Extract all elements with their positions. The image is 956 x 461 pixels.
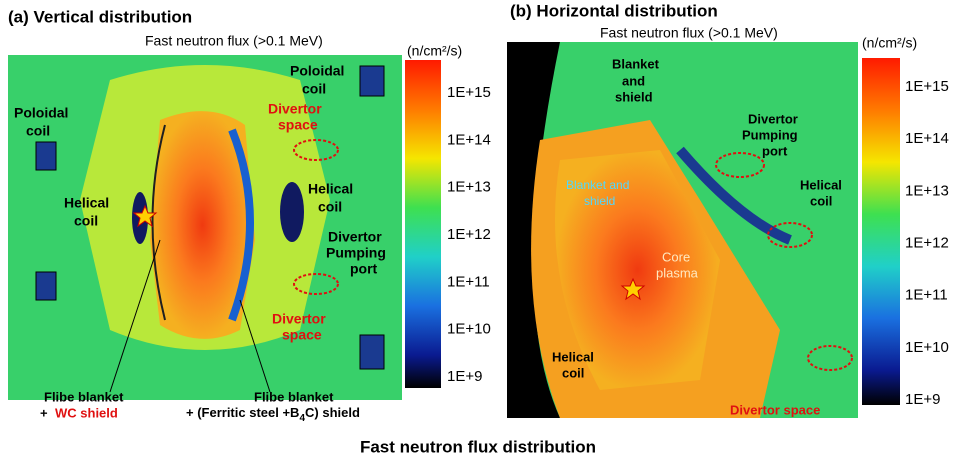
unit: (n/cm²/s) [862,35,917,51]
annotation: Divertor [328,229,382,245]
colorbar-label: 1E+15 [447,84,491,101]
annotation: Pumping [326,245,386,261]
annotation: Flibe blanket [254,389,334,404]
annotation: space [278,117,318,133]
colorbar-label: 1E+9 [905,391,940,408]
annotation: coil [74,213,98,229]
colorbar-label: 1E+14 [447,131,491,148]
colorbar-label: 1E+12 [447,226,491,243]
colorbar [862,58,900,405]
colorbar [405,60,441,388]
unit: (n/cm²/s) [407,43,462,59]
annotation: coil [302,81,326,97]
annotation: + [40,405,48,420]
annotation: Pumping [742,127,798,142]
coil [360,335,384,369]
annotation: port [762,143,788,158]
annotation: + (Ferritic steel +B4C) shield [186,405,360,423]
helical-coil [280,182,304,242]
annotation: coil [810,193,832,208]
annotation: Helical [308,181,353,197]
annotation: Blanket [612,56,660,71]
annotation: Poloidal [14,105,68,121]
annotation-part: C) shield [305,405,360,420]
coil [36,142,56,170]
annotation: WC shield [55,405,118,420]
annotation: Poloidal [290,63,344,79]
coil [36,272,56,300]
figure: (a) Vertical distribution Fast neutron f… [0,0,956,461]
colorbar-label: 1E+10 [905,339,949,356]
annotation-part: + (Ferritic steel +B [186,405,299,420]
flux-label: Fast neutron flux (>0.1 MeV) [145,33,323,49]
colorbar-label: 1E+15 [905,78,949,95]
annotation: shield [584,194,615,208]
annotation: Core [662,249,690,264]
annotation: coil [562,365,584,380]
annotation: plasma [656,265,699,280]
colorbar-label: 1E+14 [905,130,949,147]
annotation: and [622,73,645,88]
colorbar-label: 1E+12 [905,234,949,251]
annotation: Helical [800,177,842,192]
annotation: Helical [552,349,594,364]
colorbar-label: 1E+11 [447,273,490,290]
colorbar-label: 1E+10 [447,321,491,338]
flux-label: Fast neutron flux (>0.1 MeV) [600,25,778,41]
annotation: Divertor [268,101,322,117]
annotation: Blanket and [566,178,629,192]
colorbar-label: 1E+13 [447,179,491,196]
coil [360,66,384,96]
annotation: Flibe blanket [44,389,124,404]
annotation: space [282,327,322,343]
figure-title: Fast neutron flux distribution [360,437,596,456]
colorbar-label: 1E+11 [905,287,948,304]
colorbar-label: 1E+9 [447,368,482,385]
panel-title: (b) Horizontal distribution [510,1,718,20]
annotation: Helical [64,195,109,211]
colorbar-label: 1E+13 [905,182,949,199]
panel-title: (a) Vertical distribution [8,7,192,26]
annotation: Divertor [272,311,326,327]
annotation: coil [318,199,342,215]
annotation: Divertor space [730,402,820,417]
annotation: coil [26,123,50,139]
annotation: Divertor [748,111,798,126]
annotation: shield [615,89,653,104]
annotation: port [350,261,378,277]
